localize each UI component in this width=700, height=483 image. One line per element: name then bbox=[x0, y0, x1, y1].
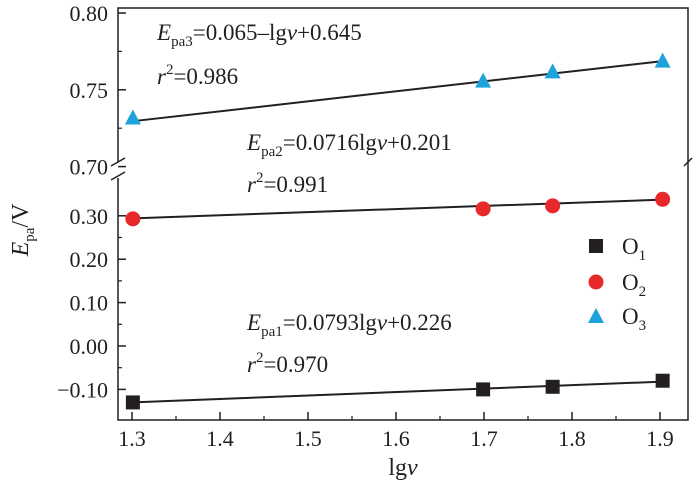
data-markers bbox=[124, 52, 671, 410]
x-tick-label: 1.3 bbox=[118, 426, 146, 451]
fit-equation-1: Epa1=0.0793lgv+0.226 bbox=[246, 310, 452, 340]
axis-break-mark bbox=[110, 157, 126, 167]
x-tick-label: 1.5 bbox=[294, 426, 322, 451]
data-point bbox=[125, 395, 140, 410]
r-squared-2: r2=0.991 bbox=[247, 170, 328, 197]
y-tick-label: 0.30 bbox=[70, 204, 109, 229]
data-point bbox=[655, 373, 670, 388]
x-tick-label: 1.7 bbox=[470, 426, 498, 451]
legend-label: O3 bbox=[622, 304, 646, 334]
y-tick-label: 0.20 bbox=[70, 247, 109, 272]
y-tick-label: 0.75 bbox=[70, 78, 109, 103]
r-squared-1: r2=0.970 bbox=[247, 350, 328, 377]
y-tick-label: 0.00 bbox=[70, 334, 109, 359]
axis-break-mark bbox=[110, 171, 126, 181]
data-point bbox=[476, 382, 491, 397]
data-point bbox=[475, 72, 492, 88]
x-tick-label: 1.6 bbox=[382, 426, 410, 451]
x-tick-label: 1.8 bbox=[558, 426, 586, 451]
axis-titles: lgv Epa/V bbox=[8, 203, 418, 481]
legend-marker bbox=[589, 239, 603, 253]
legend-marker bbox=[588, 274, 604, 290]
fit-equation-2: Epa2=0.0716lgv+0.201 bbox=[246, 130, 452, 160]
legend: O1 O2 O3 bbox=[588, 234, 646, 334]
axis-frame bbox=[117, 7, 689, 421]
fit-line-2 bbox=[132, 198, 663, 220]
y-tick-label: 0.70 bbox=[70, 155, 109, 180]
legend-item-3: O3 bbox=[588, 304, 646, 334]
fit-lines bbox=[132, 60, 663, 404]
fit-equation-3: Epa3=0.065–lgv+0.645 bbox=[156, 20, 362, 50]
legend-marker bbox=[588, 308, 604, 323]
y-tick-label: 0.80 bbox=[70, 1, 109, 26]
data-point bbox=[475, 201, 491, 217]
data-point bbox=[654, 52, 671, 68]
axis-break-mark bbox=[683, 157, 693, 167]
data-point bbox=[545, 379, 560, 394]
data-point bbox=[655, 191, 671, 207]
data-point bbox=[545, 198, 561, 214]
data-point bbox=[124, 109, 141, 125]
x-axis-title: lgv bbox=[388, 455, 418, 481]
axes bbox=[110, 7, 693, 421]
r-squared-3: r2=0.986 bbox=[157, 62, 238, 89]
legend-item-2: O2 bbox=[588, 270, 646, 300]
fit-line-1 bbox=[132, 380, 663, 404]
data-point bbox=[544, 63, 561, 79]
legend-label: O1 bbox=[622, 234, 646, 264]
y-tick-label: −0.10 bbox=[57, 377, 108, 402]
equation-annotations: Epa1=0.0793lgv+0.226 r2=0.970 Epa2=0.0716l… bbox=[156, 20, 452, 377]
legend-label: O2 bbox=[622, 270, 646, 300]
legend-item-1: O1 bbox=[589, 234, 646, 264]
tick-labels: 1.3 1.4 1.5 1.6 1.7 1.8 1.9 −0.10 0.00 0.10 0.20 0.… bbox=[57, 1, 674, 451]
y-tick-label: 0.10 bbox=[70, 291, 109, 316]
y-axis-title: Epa/V bbox=[8, 203, 38, 258]
x-tick-label: 1.9 bbox=[646, 426, 674, 451]
fit-line-3 bbox=[132, 60, 663, 123]
x-tick-label: 1.4 bbox=[206, 426, 234, 451]
data-point bbox=[125, 211, 141, 227]
